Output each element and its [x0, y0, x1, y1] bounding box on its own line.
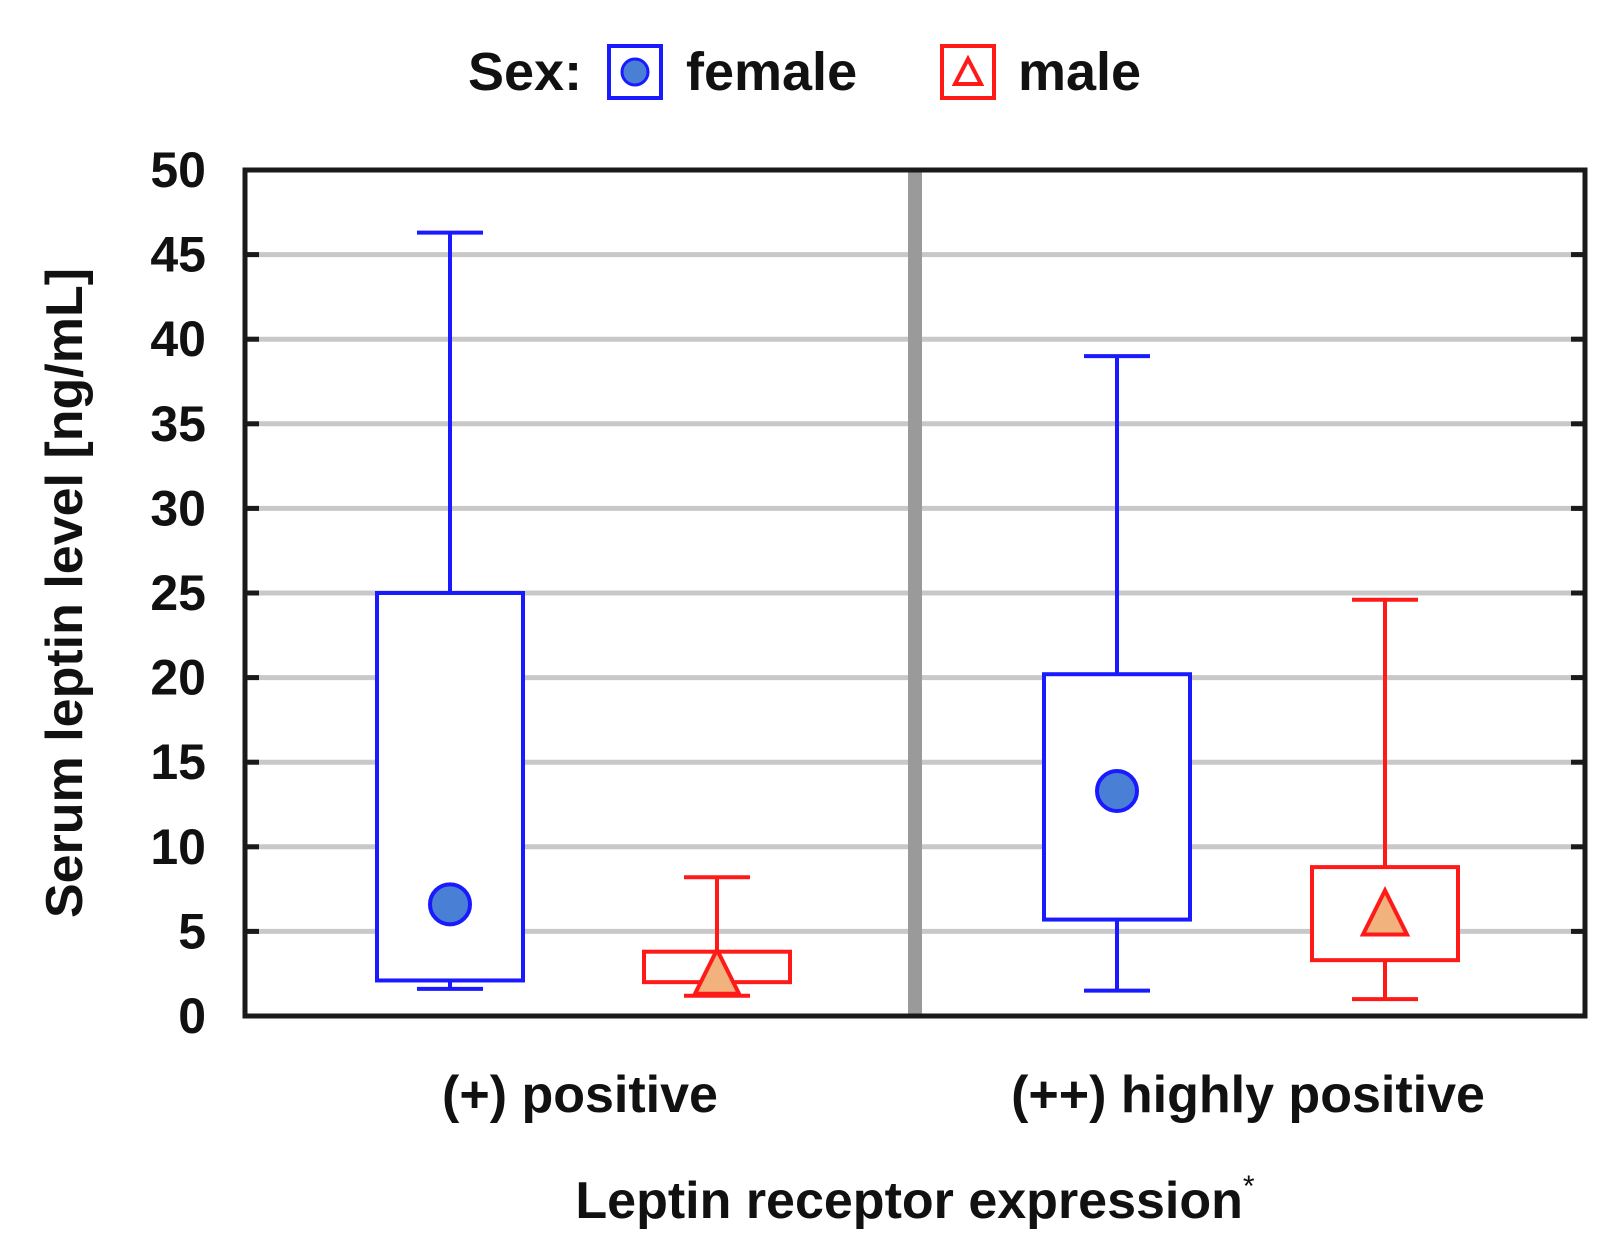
category-label-highly-positive: (++) highly positive	[1011, 1066, 1485, 1124]
y-tick-label: 30	[150, 480, 206, 536]
box-female-1	[1042, 354, 1192, 993]
median-marker-triangle	[1359, 886, 1411, 937]
boxes	[375, 230, 1460, 1002]
y-tick-label: 20	[150, 650, 206, 706]
category-label-positive: (+) positive	[442, 1066, 718, 1124]
y-tick-label: 15	[150, 734, 206, 790]
box-male-0	[642, 875, 792, 998]
y-tick-label: 35	[150, 396, 206, 452]
y-tick-label: 5	[178, 903, 206, 959]
y-axis-title: Serum leptin level [ng/mL]	[36, 268, 94, 918]
plot-frame	[242, 167, 1588, 1019]
legend-title: Sex:	[468, 42, 582, 102]
x-axis-title-asterisk: *	[1243, 1170, 1255, 1203]
legend-triangle-marker-icon	[951, 54, 985, 86]
x-axis-title: Leptin receptor expression*	[575, 1170, 1255, 1230]
x-axis-title-text: Leptin receptor expression	[575, 1172, 1243, 1230]
legend-circle-marker-icon	[620, 57, 650, 87]
y-tick-label: 45	[150, 227, 206, 283]
y-tick-label: 40	[150, 311, 206, 367]
y-tick-label: 50	[150, 142, 206, 198]
median-marker-triangle	[691, 945, 743, 996]
y-tick-label: 0	[178, 988, 206, 1044]
y-tick-label: 25	[150, 565, 206, 621]
median-marker-circle	[1095, 768, 1139, 813]
legend: Sex: female male	[468, 42, 1141, 102]
y-tick-label: 10	[150, 819, 206, 875]
legend-entry-male: male	[940, 42, 1141, 102]
box-male-1	[1310, 597, 1460, 1002]
legend-label-female: female	[686, 42, 857, 102]
legend-swatch-female	[607, 44, 663, 100]
legend-entry-female: female	[607, 42, 857, 102]
box-female-0	[375, 230, 525, 991]
legend-label-male: male	[1018, 42, 1141, 102]
median-marker-circle	[428, 882, 472, 927]
